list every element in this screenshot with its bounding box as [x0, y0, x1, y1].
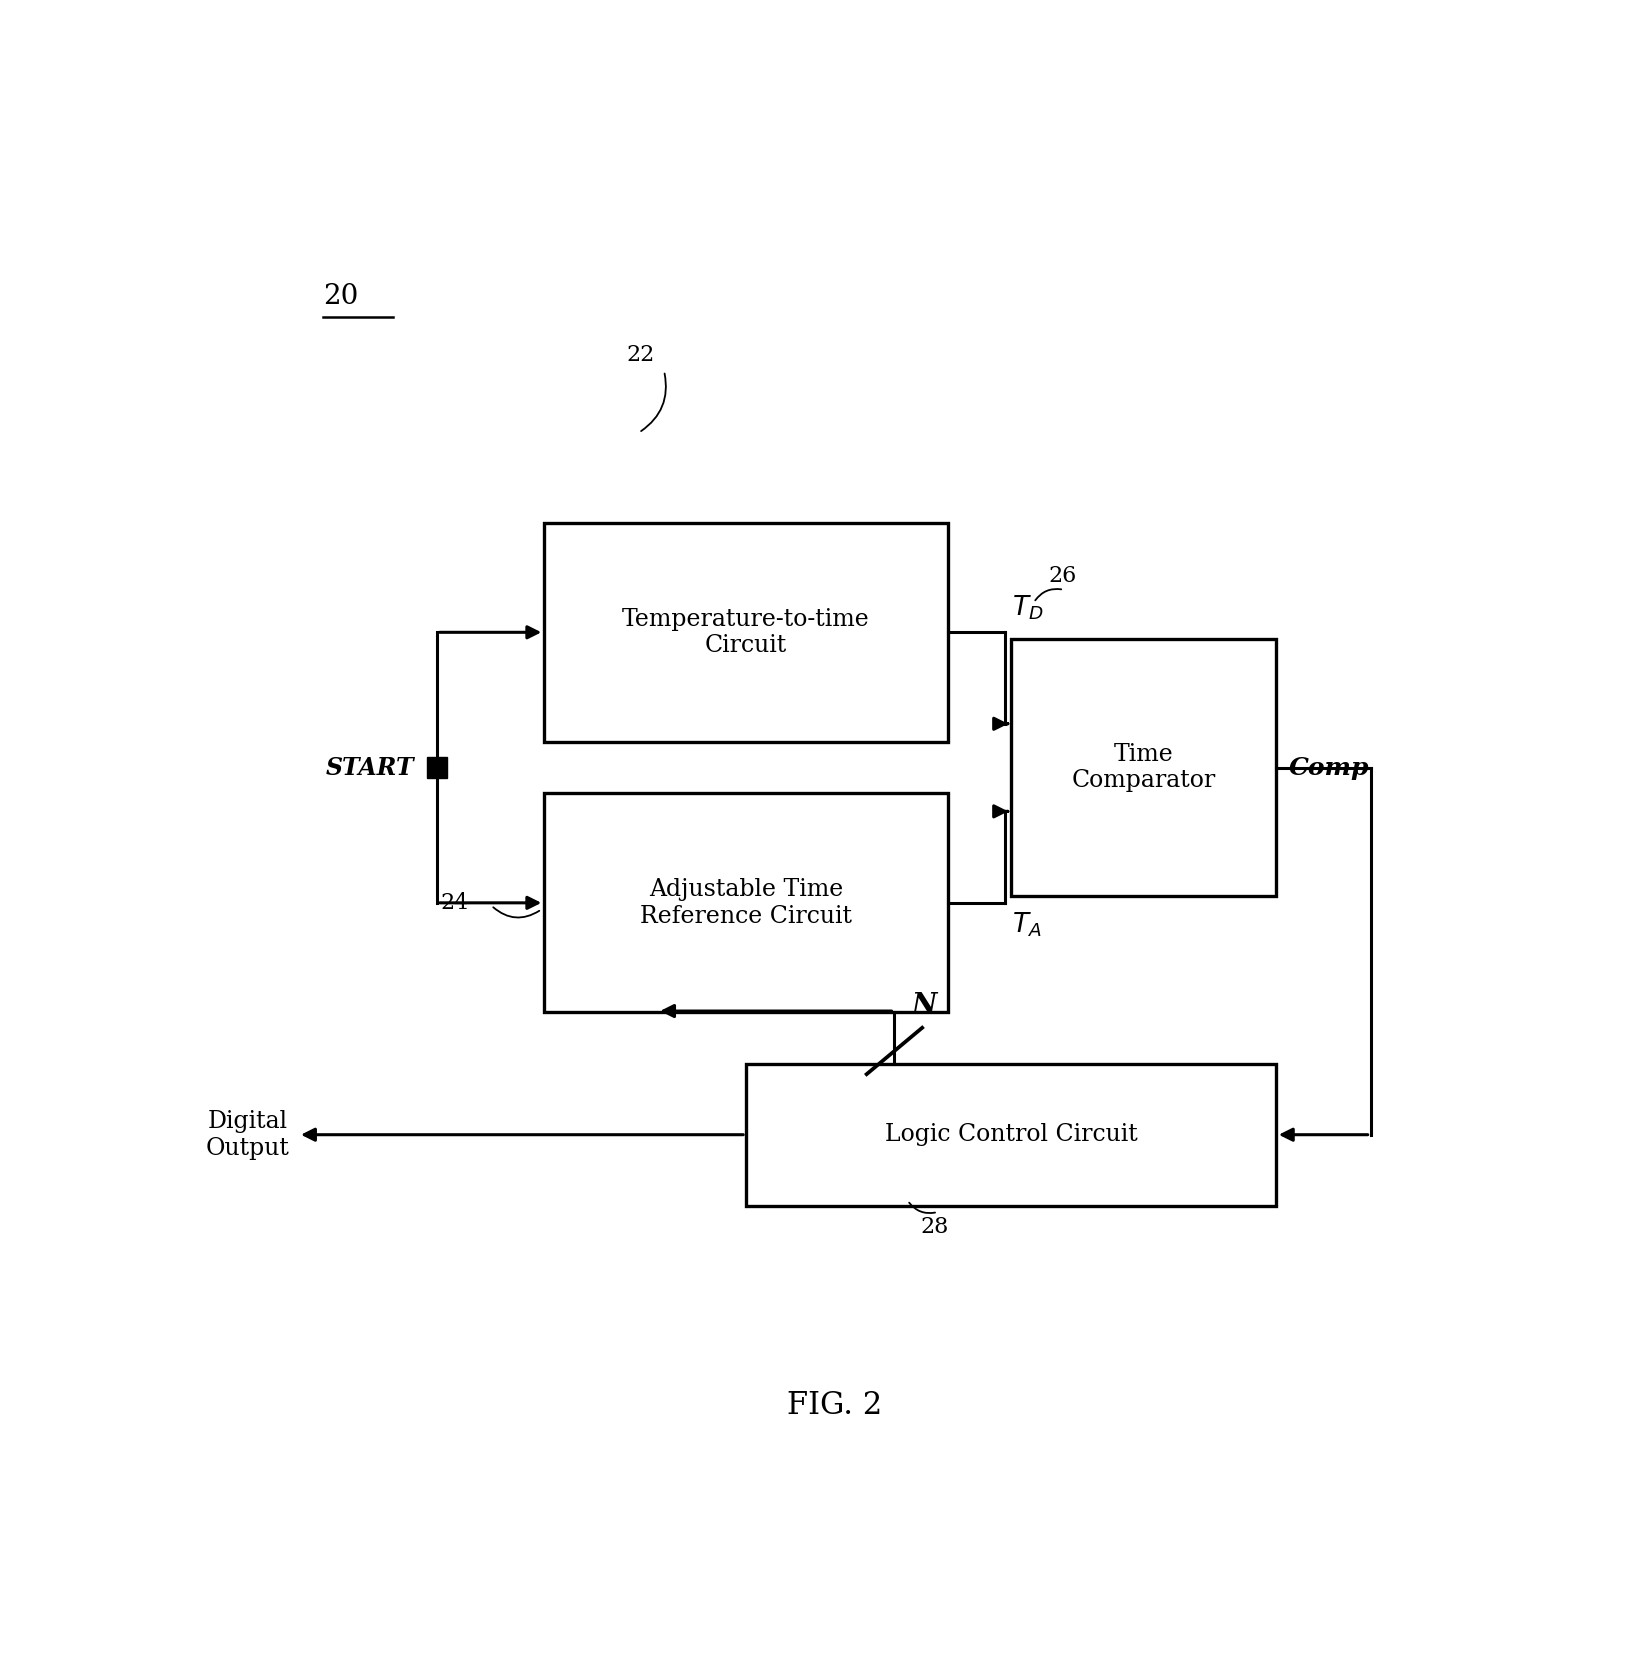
FancyBboxPatch shape [746, 1064, 1276, 1206]
FancyBboxPatch shape [544, 793, 947, 1012]
Text: Comp: Comp [1289, 756, 1369, 780]
Text: FIG. 2: FIG. 2 [786, 1390, 882, 1420]
Text: 24: 24 [441, 892, 469, 913]
Bar [427, 758, 448, 778]
Text: Adjustable Time
Reference Circuit: Adjustable Time Reference Circuit [640, 878, 851, 927]
Text: START: START [326, 756, 414, 780]
FancyBboxPatch shape [1011, 639, 1276, 897]
Text: Time
Comparator: Time Comparator [1071, 743, 1216, 793]
Text: Logic Control Circuit: Logic Control Circuit [884, 1123, 1138, 1146]
Text: $\mathbf{\mathit{T}}_{\mathbf{\mathit{D}}}$: $\mathbf{\mathit{T}}_{\mathbf{\mathit{D}… [1013, 594, 1044, 622]
Text: 20: 20 [324, 283, 358, 310]
Text: 26: 26 [1048, 565, 1078, 587]
Text: Temperature-to-time
Circuit: Temperature-to-time Circuit [622, 607, 869, 657]
FancyBboxPatch shape [544, 524, 947, 741]
Text: Digital
Output: Digital Output [205, 1109, 290, 1159]
Text: $\mathbf{\mathit{T}}_{\mathbf{\mathit{A}}}$: $\mathbf{\mathit{T}}_{\mathbf{\mathit{A}… [1013, 910, 1042, 939]
Text: 22: 22 [627, 343, 654, 366]
Text: 28: 28 [920, 1216, 949, 1238]
Text: N: N [912, 992, 938, 1019]
